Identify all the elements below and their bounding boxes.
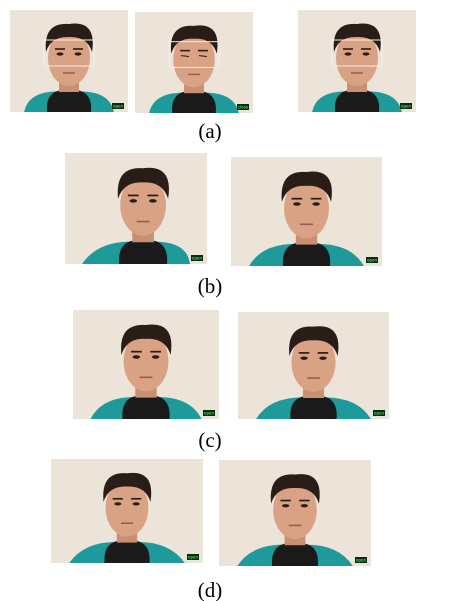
- panel-caption: (a): [198, 119, 221, 143]
- collar: [272, 543, 318, 566]
- collar: [335, 90, 379, 112]
- eye: [133, 355, 140, 358]
- eye: [363, 52, 370, 55]
- status-tag: open: [192, 255, 202, 260]
- eye: [301, 504, 308, 507]
- eye: [75, 52, 82, 55]
- figure: open close open (a) open open (b) open open (c) op…: [0, 0, 450, 601]
- eye: [345, 52, 352, 55]
- eye: [282, 504, 289, 507]
- status-tag: close: [238, 104, 249, 109]
- collar: [172, 91, 216, 113]
- eye: [133, 502, 140, 505]
- eye: [319, 356, 326, 359]
- eye: [57, 52, 64, 55]
- status-tag: open: [113, 103, 123, 108]
- photo: open: [65, 153, 207, 264]
- photo: open: [73, 310, 219, 419]
- status-tag: open: [188, 554, 198, 559]
- eye: [114, 502, 121, 505]
- eye: [312, 202, 319, 205]
- collar: [290, 396, 336, 419]
- status-tag: open: [367, 257, 377, 262]
- eye: [149, 199, 157, 202]
- panel-caption: (c): [198, 428, 221, 452]
- status-tag: open: [204, 410, 214, 415]
- collar: [104, 540, 149, 563]
- photo: close: [135, 12, 253, 113]
- photo: open: [231, 157, 382, 266]
- eye: [300, 356, 307, 359]
- eye: [152, 355, 159, 358]
- photo: open: [238, 312, 389, 419]
- eye: [129, 199, 137, 202]
- panel-caption: (d): [198, 578, 223, 601]
- photo: open: [10, 10, 128, 112]
- status-tag: open: [401, 103, 411, 108]
- photo: open: [51, 459, 203, 563]
- photo: open: [298, 10, 416, 112]
- panel-caption: (b): [198, 274, 223, 298]
- collar: [119, 240, 167, 264]
- eye: [293, 202, 300, 205]
- status-tag: open: [374, 410, 384, 415]
- photo: open: [219, 460, 371, 566]
- collar: [47, 90, 91, 112]
- status-tag: open: [356, 557, 366, 562]
- collar: [283, 242, 330, 266]
- collar: [122, 395, 169, 419]
